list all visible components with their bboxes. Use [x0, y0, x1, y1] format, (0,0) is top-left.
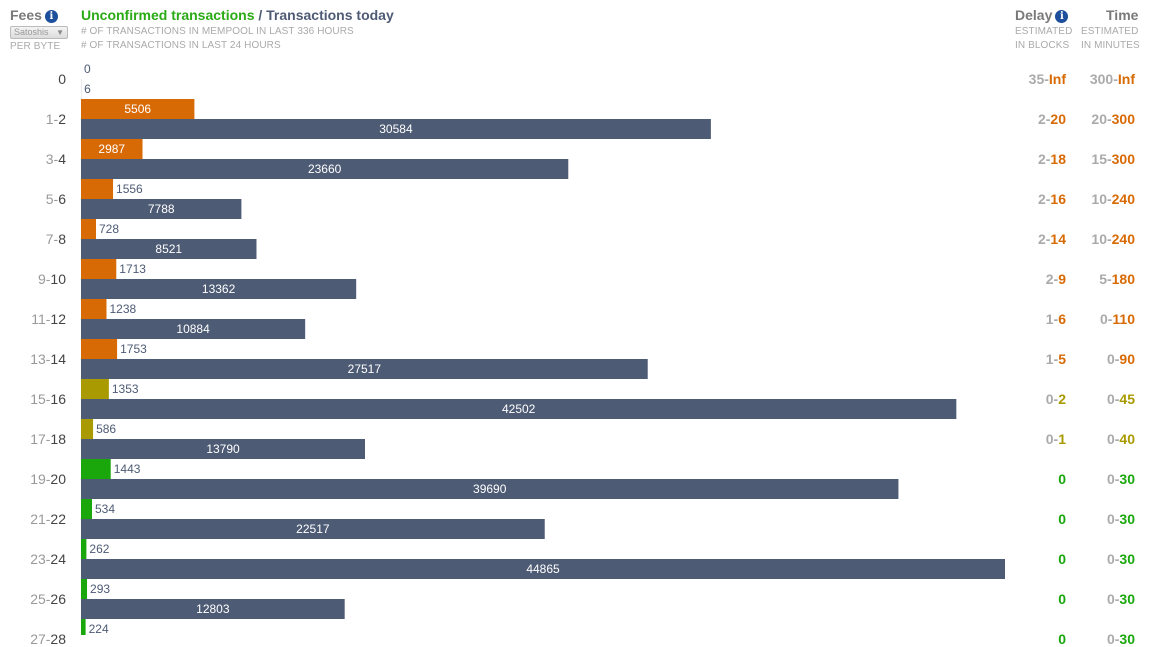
- today-value-label-13: 12803: [196, 602, 230, 616]
- unconfirmed-value-label-12: 262: [89, 542, 109, 556]
- unconfirmed-bar-6: [81, 299, 106, 319]
- unconfirmed-value-label-2: 2987: [98, 142, 125, 156]
- unconfirmed-value-label-10: 1443: [114, 462, 141, 476]
- unconfirmed-value-label-7: 1753: [120, 342, 147, 356]
- today-value-label-2: 23660: [308, 162, 342, 176]
- unconfirmed-bar-9: [81, 419, 93, 439]
- unconfirmed-value-label-4: 728: [99, 222, 119, 236]
- today-value-label-4: 8521: [155, 242, 182, 256]
- unconfirmed-value-label-11: 534: [95, 502, 115, 516]
- unconfirmed-bar-11: [81, 499, 92, 519]
- unconfirmed-value-label-13: 293: [90, 582, 110, 596]
- today-value-label-12: 44865: [526, 562, 560, 576]
- today-value-label-7: 27517: [348, 362, 382, 376]
- unconfirmed-value-label-1: 5506: [124, 102, 151, 116]
- unconfirmed-value-label-5: 1713: [119, 262, 146, 276]
- unconfirmed-bar-3: [81, 179, 113, 199]
- unconfirmed-value-label-14: 224: [89, 622, 109, 635]
- unconfirmed-bar-4: [81, 219, 96, 239]
- today-value-label-11: 22517: [296, 522, 330, 536]
- unconfirmed-bar-5: [81, 259, 116, 279]
- today-value-label-10: 39690: [473, 482, 507, 496]
- unconfirmed-bar-13: [81, 579, 87, 599]
- unconfirmed-value-label-9: 586: [96, 422, 116, 436]
- today-value-label-8: 42502: [502, 402, 536, 416]
- today-value-label-5: 13362: [202, 282, 236, 296]
- today-value-label-9: 13790: [206, 442, 240, 456]
- today-value-label-0: 6: [84, 82, 91, 96]
- unconfirmed-value-label-0: 0: [84, 62, 91, 76]
- unconfirmed-value-label-6: 1238: [109, 302, 136, 316]
- today-value-label-3: 7788: [148, 202, 175, 216]
- unconfirmed-bar-12: [81, 539, 86, 559]
- unconfirmed-bar-8: [81, 379, 109, 399]
- unconfirmed-value-label-8: 1353: [112, 382, 139, 396]
- unconfirmed-bar-14: [81, 619, 86, 635]
- unconfirmed-bar-7: [81, 339, 117, 359]
- unconfirmed-value-label-3: 1556: [116, 182, 143, 196]
- today-value-label-1: 30584: [379, 122, 413, 136]
- today-value-label-6: 10884: [176, 322, 210, 336]
- unconfirmed-bar-10: [81, 459, 111, 479]
